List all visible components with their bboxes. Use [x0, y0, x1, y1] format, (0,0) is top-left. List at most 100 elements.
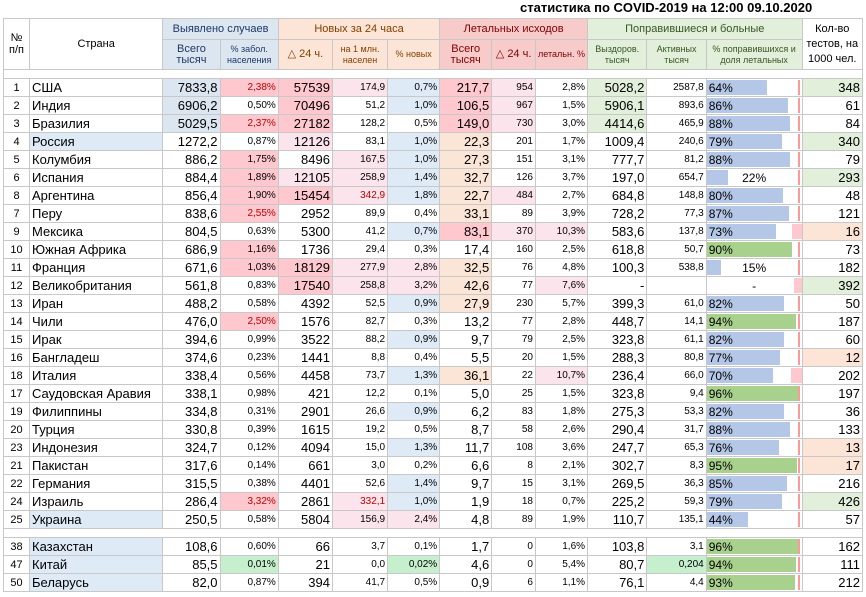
header-lethal-total: Всего тысяч [439, 39, 493, 70]
lethal-pct-cell: 1,1% [534, 573, 589, 592]
lethal-bar [797, 539, 800, 554]
row-num-cell: 10 [2, 240, 31, 259]
lethal-total-cell: 0,9 [439, 573, 493, 592]
total-cases-cell: 6906,2 [162, 96, 221, 115]
total-cases-cell: 374,6 [162, 348, 221, 367]
lethal-bar [797, 440, 800, 455]
active-cell: 77,3 [646, 204, 707, 223]
per-mln-cell: 88,2 [331, 330, 389, 349]
new-24h-cell: 66 [277, 537, 333, 556]
tests-cell: 121 [801, 204, 863, 223]
recovered-bar [707, 134, 782, 149]
row-num-cell: 16 [2, 348, 31, 367]
pct-recovered-value: 80% [708, 188, 733, 203]
lethal-total-cell: 32,5 [439, 258, 493, 277]
pct-recovered-value: 70% [708, 368, 733, 383]
active-cell: 240,6 [646, 132, 707, 151]
table-row: 17 Саудовская Аравия 338,1 0,98% 421 12,2 0,1%… [2, 384, 863, 403]
active-cell: 3,1 [646, 537, 707, 556]
row-gap [3, 528, 863, 538]
new-24h-cell: 661 [277, 456, 333, 475]
per-mln-cell: 0,0 [331, 555, 389, 574]
lethal-bar [797, 557, 800, 572]
lethal-total-cell: 9,7 [439, 474, 493, 493]
pct-recovered-value: 94% [708, 557, 733, 572]
country-name-cell: Казахстан [29, 537, 164, 556]
lethal-24h-cell: 954 [491, 78, 536, 97]
table-row: 50 Беларусь 82,0 0,87% 394 41,7 0,5% 0,9 6 1,1% 76… [2, 573, 863, 592]
total-cases-cell: 315,5 [162, 474, 221, 493]
tests-cell: 182 [801, 258, 863, 277]
row-num-cell: 6 [2, 168, 31, 187]
pct-recovered-cell: 82% [705, 294, 803, 313]
header-per-mln: на 1 млн. населен [331, 39, 389, 70]
lethal-bar [791, 368, 802, 383]
pct-pop-cell: 0,31% [219, 402, 279, 421]
total-cases-cell: 886,2 [162, 150, 221, 169]
pct-new-cell: 0,4% [387, 348, 441, 367]
pct-pop-cell: 0,58% [219, 510, 279, 529]
lethal-24h-cell: 76 [491, 258, 536, 277]
per-mln-cell: 332,1 [331, 492, 389, 511]
pct-new-cell: 1,8% [387, 186, 441, 205]
tests-cell: 293 [801, 168, 863, 187]
lethal-pct-cell: 3,0% [534, 114, 589, 133]
row-num-cell: 25 [2, 510, 31, 529]
pct-new-cell: 1,4% [387, 474, 441, 493]
total-cases-cell: 85,5 [162, 555, 221, 574]
tests-cell: 12 [801, 348, 863, 367]
tests-cell: 61 [801, 96, 863, 115]
table-row: 16 Бангладеш 374,6 0,23% 1441 8,8 0,4% 5,5 20 1,5… [2, 348, 863, 367]
lethal-pct-cell: 10,7% [534, 366, 589, 385]
recovered-bar [707, 368, 774, 383]
active-cell: 135,1 [646, 510, 707, 529]
pct-recovered-value: 82% [708, 296, 733, 311]
row-num-cell: 14 [2, 312, 31, 331]
tests-cell: 36 [801, 402, 863, 421]
lethal-pct-cell: 3,9% [534, 204, 589, 223]
recovered-bar [707, 296, 785, 311]
row-num-cell: 19 [2, 402, 31, 421]
tests-cell: 84 [801, 114, 863, 133]
pct-pop-cell: 1,03% [219, 258, 279, 277]
pct-pop-cell: 2,37% [219, 114, 279, 133]
pct-pop-cell: 1,90% [219, 186, 279, 205]
pct-recovered-value: 82% [708, 404, 733, 419]
pct-pop-cell: 0,98% [219, 384, 279, 403]
recovered-cell: 76,1 [587, 573, 648, 592]
recovered-cell: 100,3 [587, 258, 648, 277]
lethal-pct-cell: 2,8% [534, 312, 589, 331]
lethal-24h-cell: 18 [491, 492, 536, 511]
country-name-cell: Филиппины [29, 402, 164, 421]
recovered-cell: 5028,2 [587, 78, 648, 97]
lethal-bar [797, 350, 800, 365]
row-num-cell: 12 [2, 276, 31, 295]
header-recovered-k: Выздоров. тысяч [587, 39, 648, 70]
table-row: 47 Китай 85,5 0,01% 21 0,0 0,02% 4,6 0 5,4% 80,7 0,… [2, 555, 863, 574]
table-row: 4 Россия 1272,2 0,87% 12126 83,1 1,0% 22,3 201 1,… [2, 132, 863, 151]
recovered-cell: 288,3 [587, 348, 648, 367]
header-active-k: Активных тысяч [646, 39, 707, 70]
lethal-bar [797, 152, 800, 167]
lethal-24h-cell: 6 [491, 573, 536, 592]
total-cases-cell: 884,4 [162, 168, 221, 187]
tests-cell: 202 [801, 366, 863, 385]
pct-pop-cell: 1,16% [219, 240, 279, 259]
total-cases-cell: 394,6 [162, 330, 221, 349]
lethal-pct-cell: 1,5% [534, 348, 589, 367]
new-24h-cell: 2901 [277, 402, 333, 421]
total-cases-cell: 838,6 [162, 204, 221, 223]
pct-recovered-value: 88% [708, 422, 733, 437]
new-24h-cell: 4392 [277, 294, 333, 313]
country-name-cell: Франция [29, 258, 164, 277]
per-mln-cell: 15,0 [331, 438, 389, 457]
recovered-cell: 728,2 [587, 204, 648, 223]
country-name-cell: Пакистан [29, 456, 164, 475]
total-cases-cell: 338,4 [162, 366, 221, 385]
lethal-total-cell: 27,3 [439, 150, 493, 169]
tests-cell: 216 [801, 474, 863, 493]
table-row: 7 Перу 838,6 2,55% 2952 89,9 0,4% 33,1 89 3,9% 728… [2, 204, 863, 223]
total-cases-cell: 338,1 [162, 384, 221, 403]
total-cases-cell: 488,2 [162, 294, 221, 313]
recovered-cell: 583,6 [587, 222, 648, 241]
